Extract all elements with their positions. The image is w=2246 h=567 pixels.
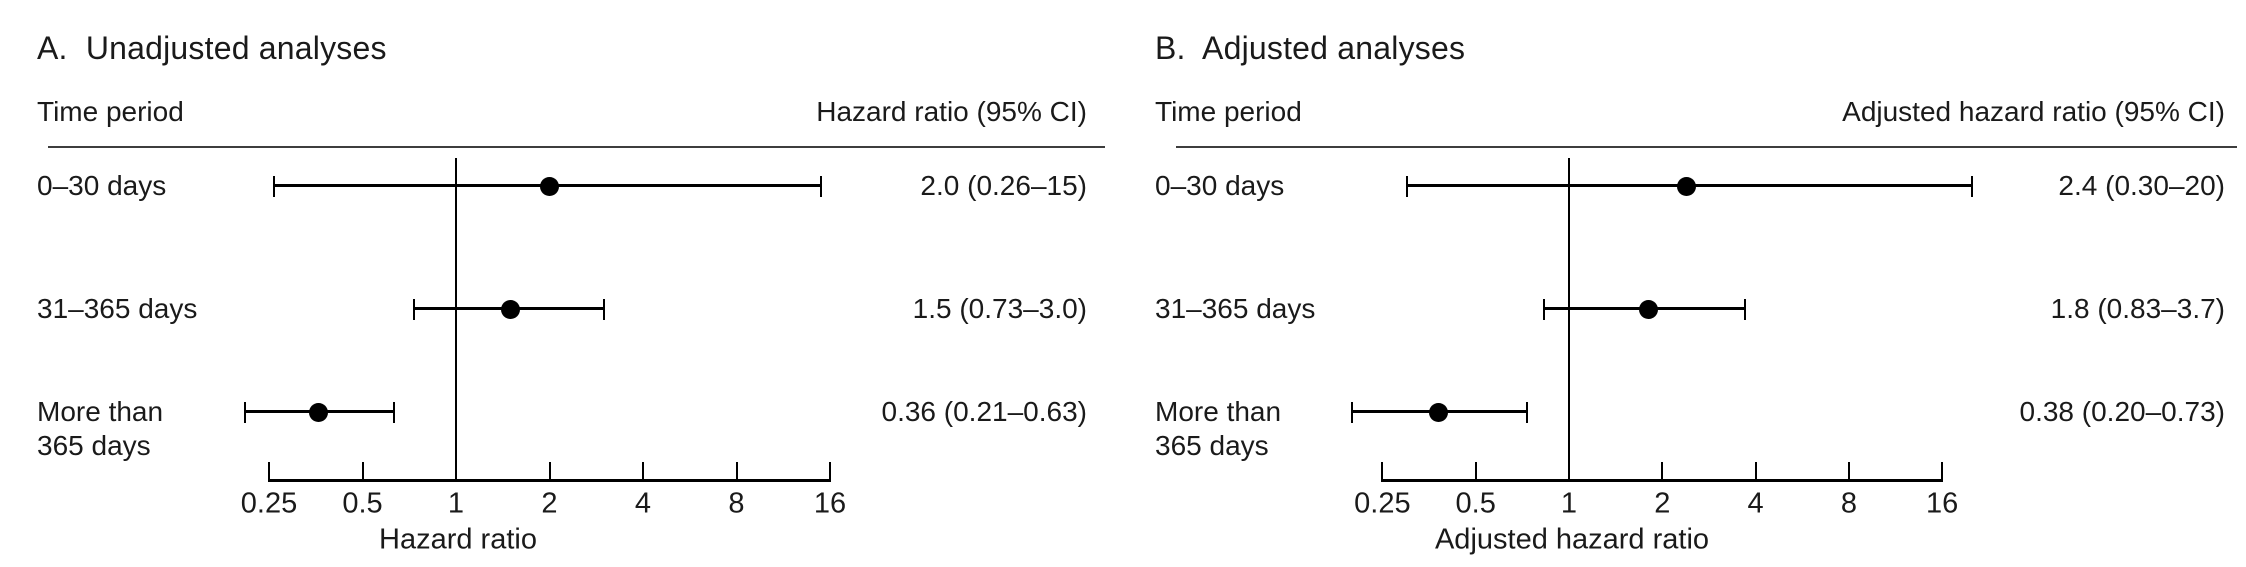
x-axis-line (268, 479, 831, 482)
x-tick-label: 0.5 (342, 487, 383, 520)
ci-cap-low (273, 176, 276, 197)
panel-a-title: A. Unadjusted analyses (37, 30, 387, 66)
x-tick (735, 462, 738, 479)
row-label: More than 365 days (37, 395, 163, 463)
row-label-line: 365 days (1155, 430, 1269, 461)
ci-cap-high (1744, 299, 1747, 320)
row-label-line: 0–30 days (37, 170, 167, 201)
row-value: 2.4 (0.30–20) (2058, 170, 2225, 201)
x-tick-label: 16 (1926, 487, 1959, 520)
point-estimate-dot (1429, 402, 1449, 422)
x-tick-label: 8 (728, 487, 745, 520)
panel-a-header-divider (48, 146, 1105, 148)
ci-cap-low (1405, 176, 1408, 197)
ci-cap-high (603, 299, 606, 320)
row-value: 1.8 (0.83–3.7) (2050, 293, 2225, 324)
x-tick (829, 462, 831, 479)
ci-cap-high (1525, 402, 1528, 423)
x-tick (1754, 462, 1757, 479)
ci-cap-high (1971, 176, 1974, 197)
row-label: 0–30 days (37, 169, 166, 203)
row-value: 2.0 (0.26–15) (920, 170, 1087, 201)
x-tick-label: 1 (1560, 487, 1578, 520)
panel-b-title: B. Adjusted analyses (1155, 30, 1466, 66)
x-tick-label: 1 (447, 487, 465, 520)
ci-cap-high (392, 402, 395, 423)
ci-cap-low (1542, 299, 1545, 320)
panel-b-x-axis-label: Adjusted hazard ratio (1434, 523, 1710, 556)
panel-a-column-header-hazard-ratio: Hazard ratio (95% CI) (816, 96, 1087, 127)
row-label-line: 31–365 days (37, 293, 198, 324)
x-tick-label: 0.25 (240, 487, 298, 520)
x-tick (268, 462, 270, 479)
x-tick (1941, 462, 1944, 479)
row-label: More than 365 days (1155, 395, 1281, 463)
ci-cap-low (1351, 402, 1354, 423)
x-tick (1847, 462, 1850, 479)
x-tick (548, 462, 551, 479)
x-axis-line (1381, 479, 1944, 482)
row-value: 0.38 (0.20–0.73) (2019, 396, 2226, 427)
panel-b-column-header-time-period: Time period (1155, 96, 1302, 127)
x-tick (361, 462, 364, 479)
x-tick (1474, 462, 1477, 479)
point-estimate-dot (1677, 176, 1697, 196)
x-tick-label: 4 (634, 487, 652, 520)
ci-cap-low (412, 299, 415, 320)
row-label-line: 31–365 days (1155, 293, 1316, 324)
panel-b-column-header-adjusted-hazard-ratio: Adjusted hazard ratio (95% CI) (1842, 96, 2225, 127)
reference-line (1568, 158, 1570, 482)
x-tick-label: 0.25 (1354, 487, 1411, 520)
row-label-line: More than (1155, 396, 1282, 427)
x-tick (642, 462, 644, 479)
point-estimate-dot (308, 402, 328, 422)
panel-a-x-axis-label: Hazard ratio (379, 523, 537, 556)
x-tick (1661, 462, 1664, 479)
reference-line (455, 158, 457, 482)
point-estimate-dot (501, 299, 521, 319)
x-tick (1381, 462, 1384, 479)
row-label-line: 365 days (37, 430, 151, 461)
row-label: 31–365 days (37, 292, 197, 326)
row-value: 1.5 (0.73–3.0) (912, 293, 1087, 324)
x-tick-label: 4 (1747, 487, 1764, 520)
row-label: 0–30 days (1155, 169, 1284, 203)
x-tick-label: 0.5 (1455, 487, 1496, 520)
row-label: 31–365 days (1155, 292, 1315, 326)
row-label-line: 0–30 days (1155, 170, 1285, 201)
panel-a-column-header-time-period: Time period (37, 96, 184, 127)
row-label-line: More than (37, 396, 164, 427)
x-tick-label: 2 (1654, 487, 1671, 520)
row-value: 0.36 (0.21–0.63) (881, 396, 1088, 427)
point-estimate-dot (540, 176, 559, 196)
x-tick-label: 8 (1840, 487, 1857, 520)
x-tick-label: 2 (541, 487, 558, 520)
ci-cap-high (820, 176, 823, 197)
panel-b-header-divider (1176, 146, 2237, 148)
point-estimate-dot (1638, 299, 1658, 319)
x-tick (1568, 462, 1570, 479)
x-tick (455, 462, 457, 479)
x-tick-label: 16 (813, 487, 847, 520)
ci-cap-low (244, 402, 247, 423)
